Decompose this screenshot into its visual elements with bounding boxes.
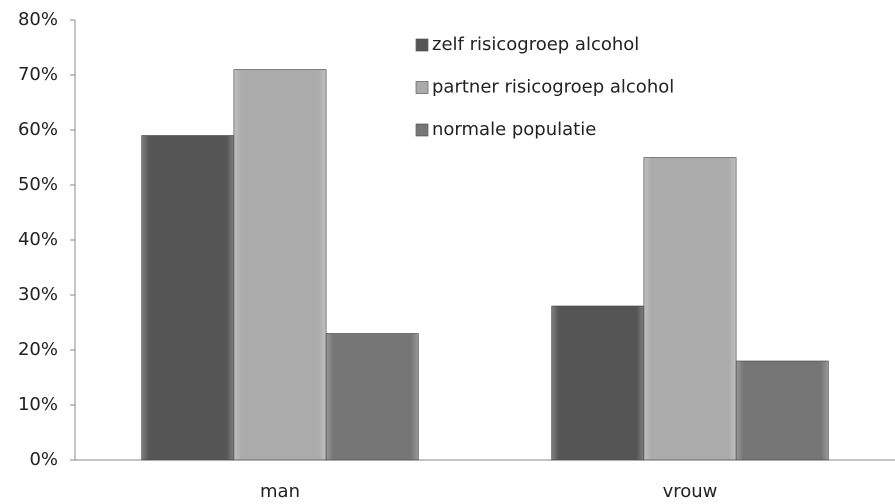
legend-label: normale populatie bbox=[432, 119, 596, 140]
bar bbox=[643, 157, 737, 461]
x-tick-label: vrouw bbox=[663, 481, 718, 502]
legend-swatch bbox=[415, 38, 429, 52]
y-tick-label: 50% bbox=[18, 174, 58, 195]
legend-label: zelf risicogroep alcohol bbox=[432, 34, 639, 55]
y-tick-label: 20% bbox=[18, 339, 58, 360]
y-tick-label: 30% bbox=[18, 284, 58, 305]
bar bbox=[141, 135, 235, 461]
y-tick-label: 40% bbox=[18, 229, 58, 250]
y-tick-label: 70% bbox=[18, 64, 58, 85]
y-tick-label: 60% bbox=[18, 119, 58, 140]
y-tick-label: 10% bbox=[18, 394, 58, 415]
bar bbox=[325, 333, 419, 461]
legend-swatch bbox=[415, 81, 429, 94]
y-tick-label: 80% bbox=[18, 9, 58, 30]
bar bbox=[233, 69, 327, 461]
legend-label: partner risicogroep alcohol bbox=[432, 77, 674, 98]
y-tick-label: 0% bbox=[29, 449, 58, 470]
bar bbox=[735, 360, 829, 461]
legend-swatch bbox=[415, 123, 429, 137]
x-tick-label: man bbox=[260, 481, 300, 502]
bar bbox=[551, 305, 645, 461]
